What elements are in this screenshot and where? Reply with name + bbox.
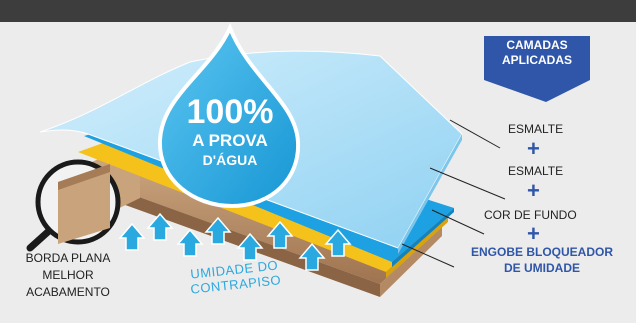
- drop-line-2: D'ÁGUA: [202, 152, 258, 168]
- drop-percent: 100%: [186, 93, 274, 131]
- edge-label: BORDA PLANA MELHOR ACABAMENTO: [20, 250, 116, 301]
- layers-illustration: [26, 22, 590, 297]
- layer-label-4-line-2: DE UMIDADE: [503, 261, 580, 275]
- layer-label-4-line-1: ENGOBE BLOQUEADOR: [470, 245, 613, 259]
- drop-icon: [157, 22, 301, 209]
- edge-label-line-2: MELHOR: [42, 268, 94, 282]
- top-bar: [0, 0, 636, 22]
- drop-line-1: A PROVA: [192, 131, 268, 150]
- badge-line-1: CAMADAS: [506, 38, 568, 52]
- magnifier-icon: [26, 159, 121, 252]
- layers-badge: CAMADAS APLICADAS: [484, 38, 590, 68]
- layer-label-1: ESMALTE: [508, 122, 564, 136]
- layer-label-3: COR DE FUNDO: [484, 208, 577, 222]
- plus-sign-2: +: [527, 178, 540, 203]
- diagram: CAMADAS APLICADAS 100% A PROVA D'ÁGUA ES…: [0, 22, 636, 323]
- edge-label-line-3: ACABAMENTO: [26, 285, 110, 299]
- layer-label-2: ESMALTE: [508, 164, 564, 178]
- plus-sign-3: +: [527, 221, 540, 246]
- leader-lines: [401, 119, 506, 268]
- engobe-side: [70, 172, 380, 297]
- engobe-front: [380, 227, 442, 297]
- edge-label-line-1: BORDA PLANA: [25, 251, 111, 265]
- badge-line-2: APLICADAS: [501, 53, 572, 67]
- layer-label-4: ENGOBE BLOQUEADOR DE UMIDADE: [452, 244, 632, 276]
- plus-sign-1: +: [527, 136, 540, 161]
- moisture-arrows: [118, 212, 352, 271]
- badge-arrow: [484, 36, 590, 102]
